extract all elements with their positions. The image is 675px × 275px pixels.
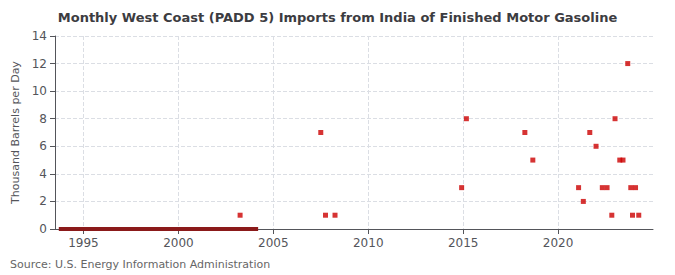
svg-text:2000: 2000 <box>163 236 194 250</box>
svg-text:2005: 2005 <box>258 236 289 250</box>
svg-text:2020: 2020 <box>543 236 574 250</box>
svg-text:8: 8 <box>39 112 47 126</box>
svg-text:Monthly West Coast (PADD 5) Im: Monthly West Coast (PADD 5) Imports from… <box>58 10 618 25</box>
svg-text:2: 2 <box>39 194 47 208</box>
svg-text:14: 14 <box>32 29 47 43</box>
svg-text:10: 10 <box>32 84 47 98</box>
svg-text:6: 6 <box>39 139 47 153</box>
svg-text:Source: U.S. Energy Informatio: Source: U.S. Energy Information Administ… <box>10 258 270 271</box>
svg-text:12: 12 <box>32 57 47 71</box>
svg-text:1995: 1995 <box>68 236 99 250</box>
svg-text:2015: 2015 <box>448 236 479 250</box>
svg-text:Thousand Barrels per Day: Thousand Barrels per Day <box>9 61 22 205</box>
svg-text:2010: 2010 <box>353 236 384 250</box>
svg-text:0: 0 <box>39 222 47 236</box>
svg-text:4: 4 <box>39 167 47 181</box>
